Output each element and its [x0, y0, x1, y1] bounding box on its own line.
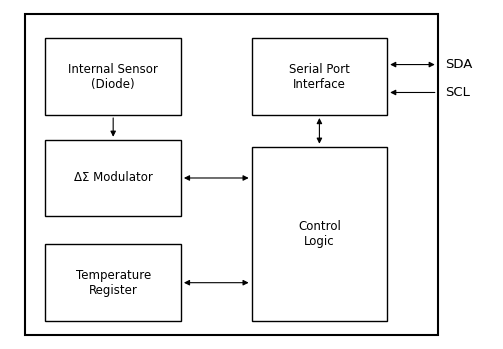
Bar — [252, 38, 387, 115]
Text: SCL: SCL — [445, 86, 470, 99]
Text: Temperature
Register: Temperature Register — [75, 269, 151, 297]
Bar — [45, 140, 181, 216]
Bar — [45, 244, 181, 321]
Bar — [25, 14, 438, 335]
Bar — [252, 147, 387, 321]
Text: ΔΣ Modulator: ΔΣ Modulator — [74, 171, 152, 185]
Text: Control
Logic: Control Logic — [298, 220, 341, 248]
Text: Serial Port
Interface: Serial Port Interface — [289, 63, 350, 91]
Text: Internal Sensor
(Diode): Internal Sensor (Diode) — [68, 63, 158, 91]
Bar — [45, 38, 181, 115]
Text: SDA: SDA — [445, 58, 472, 71]
